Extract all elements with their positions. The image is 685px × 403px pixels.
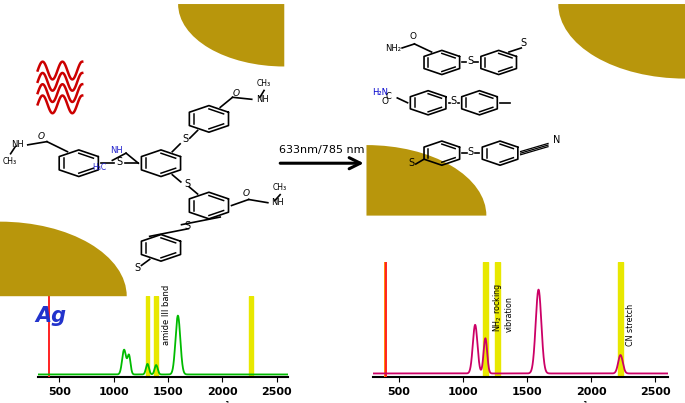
Text: O: O bbox=[232, 89, 240, 98]
Text: C: C bbox=[386, 92, 392, 101]
Bar bbox=[495, 262, 500, 377]
Wedge shape bbox=[558, 4, 685, 79]
Text: NH: NH bbox=[110, 146, 123, 155]
Text: O: O bbox=[410, 32, 416, 41]
Bar bbox=[154, 296, 158, 377]
Text: O: O bbox=[243, 189, 250, 198]
Text: S: S bbox=[409, 158, 414, 168]
Text: CH₃: CH₃ bbox=[2, 157, 16, 166]
Wedge shape bbox=[178, 4, 284, 66]
Text: O: O bbox=[38, 132, 45, 141]
Wedge shape bbox=[0, 222, 127, 296]
Text: N: N bbox=[553, 135, 561, 145]
X-axis label: Wavemumber (cm$^{-1}$): Wavemumber (cm$^{-1}$) bbox=[447, 401, 595, 403]
Text: S: S bbox=[185, 221, 190, 231]
Bar bbox=[146, 296, 149, 377]
Text: CN stretch: CN stretch bbox=[625, 304, 634, 346]
Text: 633nm/785 nm: 633nm/785 nm bbox=[279, 145, 364, 155]
Text: S: S bbox=[182, 135, 188, 144]
Bar bbox=[619, 262, 623, 377]
Text: NH$_2$ rocking
vibration: NH$_2$ rocking vibration bbox=[490, 283, 514, 332]
Text: H₂N: H₂N bbox=[372, 88, 388, 97]
X-axis label: Wavemumber (cm$^{-1}$): Wavemumber (cm$^{-1}$) bbox=[88, 401, 237, 403]
Text: NH: NH bbox=[271, 198, 284, 207]
Text: H₃C: H₃C bbox=[92, 163, 107, 172]
Text: S: S bbox=[468, 147, 474, 156]
Text: S: S bbox=[521, 37, 526, 48]
Text: O: O bbox=[382, 97, 388, 106]
Text: CH₃: CH₃ bbox=[257, 79, 271, 87]
Text: NH₂: NH₂ bbox=[385, 44, 401, 53]
Text: NH: NH bbox=[256, 95, 269, 104]
Text: Ag: Ag bbox=[36, 306, 67, 326]
Text: S: S bbox=[467, 56, 473, 66]
Wedge shape bbox=[366, 145, 486, 216]
Bar bbox=[483, 262, 488, 377]
Text: NH: NH bbox=[12, 140, 25, 150]
Text: S: S bbox=[117, 157, 123, 167]
Bar bbox=[249, 296, 253, 377]
Text: S: S bbox=[451, 96, 457, 106]
Text: S: S bbox=[184, 179, 190, 189]
Text: CH₃: CH₃ bbox=[273, 183, 287, 192]
Text: S: S bbox=[134, 263, 140, 273]
Text: amide III band: amide III band bbox=[162, 285, 171, 345]
